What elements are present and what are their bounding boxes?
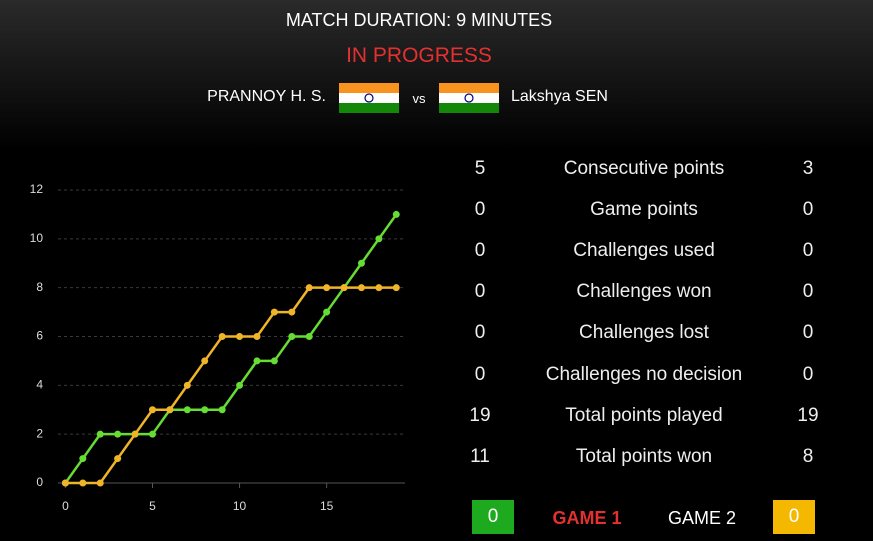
point [270, 357, 278, 365]
stat-label: Challenges won [576, 281, 712, 303]
x-tick-label: 0 [62, 499, 69, 513]
stat-label: Consecutive points [563, 158, 725, 179]
y-tick-label: 6 [36, 329, 43, 343]
point [201, 357, 209, 365]
point [288, 333, 296, 340]
right-value: 0 [802, 322, 814, 344]
stat-label: Total points played [565, 404, 723, 426]
right-value: 3 [802, 158, 814, 179]
left-value: 0 [474, 199, 486, 221]
game-tab[interactable]: GAME 2 [667, 508, 737, 528]
stat-label: Game points [590, 199, 698, 221]
flag [339, 83, 399, 113]
point [270, 308, 278, 316]
right-value: 0 [802, 281, 814, 303]
point [323, 284, 331, 292]
stat-label: Total points won [575, 445, 713, 467]
left-value: 0 [474, 240, 486, 262]
point [288, 308, 296, 316]
point [96, 479, 104, 487]
left-value: 0 [474, 363, 486, 385]
y-tick-label: 0 [36, 475, 43, 489]
right-value: 0 [802, 363, 814, 385]
left-value: 0 [474, 281, 486, 303]
player-name: Lakshya SEN [511, 88, 608, 105]
right-value: 19 [797, 404, 819, 426]
point [114, 455, 122, 463]
point [323, 308, 331, 316]
backdrop [0, 0, 873, 150]
point [340, 284, 348, 292]
x-tick-label: 5 [149, 499, 156, 513]
y-tick-label: 12 [30, 182, 44, 196]
point [375, 284, 383, 292]
left-value: 0 [474, 322, 486, 344]
series-line [64, 213, 398, 484]
point [79, 455, 87, 463]
point [218, 406, 226, 414]
game-tab[interactable]: GAME 1 [552, 508, 622, 528]
point [392, 284, 400, 292]
point [236, 381, 244, 389]
y-tick-label: 10 [30, 231, 44, 245]
point [148, 406, 156, 414]
point [375, 235, 383, 243]
point [392, 210, 400, 218]
point [253, 333, 261, 340]
x-tick-label: 10 [233, 499, 247, 513]
game2-score: 0 [773, 500, 815, 534]
match-duration: MATCH DURATION: 9 MINUTES [285, 10, 553, 30]
match-status: IN PROGRESS [346, 44, 492, 67]
point [166, 406, 174, 414]
x-tick-label: 15 [320, 499, 334, 513]
point [183, 406, 191, 414]
point [61, 479, 69, 487]
stat-label: Challenges used [573, 240, 715, 262]
left-value: 19 [469, 404, 491, 426]
point [357, 259, 365, 267]
game1-score: 0 [472, 500, 514, 534]
y-tick-label: 2 [36, 426, 43, 440]
point [114, 430, 122, 438]
point [305, 284, 313, 292]
point [236, 333, 244, 340]
y-tick-label: 4 [36, 378, 43, 392]
right-value: 8 [802, 445, 814, 467]
point [305, 333, 313, 340]
point [218, 333, 226, 340]
chart: 0 2 4 6 8 10 12 0 5 10 15 [30, 182, 405, 513]
point [148, 430, 156, 438]
flag [439, 83, 499, 113]
point [96, 430, 104, 438]
point [131, 430, 139, 438]
right-value: 0 [802, 199, 814, 221]
point [357, 284, 365, 292]
versus: vs [412, 91, 426, 106]
stat-label: Challenges no decision [545, 363, 743, 385]
point [183, 381, 191, 389]
point [79, 479, 87, 487]
y-tick-label: 8 [36, 280, 43, 294]
player-name: PRANNOY H. S. [207, 88, 326, 105]
left-value: 5 [474, 158, 486, 179]
left-value: 11 [470, 445, 490, 467]
right-value: 0 [802, 240, 814, 262]
point [201, 406, 209, 414]
point [253, 357, 261, 365]
stat-label: Challenges lost [579, 322, 709, 344]
